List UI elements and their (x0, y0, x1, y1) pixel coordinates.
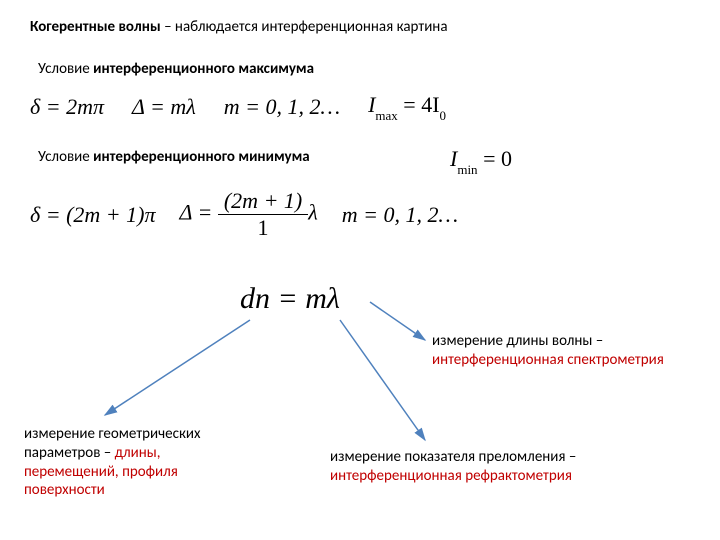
formulas-min-row: δ = (2m + 1)π Δ = (2m + 1)1λ m = 0, 1, 2… (30, 188, 458, 241)
imax-rhs: = 4I (398, 92, 440, 117)
main-formula: dn = mλ (240, 282, 340, 315)
ann-lb-line4: поверхности (24, 481, 201, 500)
section-max-bold: интерференционного максимума (93, 60, 314, 78)
ann-rt-line1: измерение длины волны – (432, 332, 664, 351)
imax-sub2: 0 (440, 108, 447, 123)
ann-rt-line2: интерференционная спектрометрия (432, 351, 664, 370)
title-line: Когерентные волны – наблюдается интерфер… (30, 18, 448, 36)
ann-lb-line2-wrap: параметров – длины, (24, 444, 201, 463)
arrow-left (105, 320, 250, 415)
main-formula-container: dn = mλ (240, 282, 340, 316)
formula-delta-min: δ = (2m + 1)π (30, 202, 155, 228)
formula-imax: Imax = 4I0 (368, 92, 446, 121)
section-min: Условие интерференционного минимума (38, 148, 310, 166)
formula-imin: Imin = 0 (450, 146, 512, 175)
section-min-prefix: Условие (38, 148, 93, 166)
Delta-min-den: 1 (252, 215, 275, 241)
Delta-min-suffix: λ (308, 200, 318, 225)
Delta-min-prefix: Δ = (179, 200, 217, 225)
Delta-min-fraction: (2m + 1)1 (218, 188, 308, 241)
formula-delta-max: δ = 2mπ (30, 94, 104, 120)
formulas-max-row: δ = 2mπ Δ = mλ m = 0, 1, 2… Imax = 4I0 (30, 92, 446, 121)
ann-rb-line2: интерференционная рефрактометрия (330, 467, 576, 486)
title-bold: Когерентные волны (30, 18, 161, 36)
section-min-bold: интерференционного минимума (93, 148, 310, 166)
imax-sub: max (375, 108, 397, 123)
annotation-left-bottom: измерение геометрических параметров – дл… (24, 425, 201, 500)
formula-Delta-max: Δ = mλ (132, 94, 196, 120)
annotation-right-top: измерение длины волны – интерференционна… (432, 332, 664, 370)
section-max-prefix: Условие (38, 60, 93, 78)
arrow-right-down (340, 320, 425, 440)
title-rest: – наблюдается интерференционная картина (161, 18, 448, 36)
imin-sub: min (457, 162, 477, 177)
formula-Delta-min: Δ = (2m + 1)1λ (179, 188, 317, 241)
arrow-right-up (370, 302, 425, 340)
annotation-right-bottom: измерение показателя преломления – интер… (330, 448, 576, 486)
ann-lb-line2: параметров – (24, 444, 115, 462)
ann-lb-line1: измерение геометрических (24, 425, 201, 444)
section-max: Условие интерференционного максимума (38, 60, 314, 78)
imin-rhs: = 0 (478, 146, 512, 171)
ann-lb-line3: перемещений, профиля (24, 463, 201, 482)
formula-m-max: m = 0, 1, 2… (224, 94, 340, 120)
ann-lb-line2-red: длины, (115, 444, 161, 462)
ann-rb-line1: измерение показателя преломления – (330, 448, 576, 467)
formula-m-min: m = 0, 1, 2… (342, 202, 458, 228)
Delta-min-num: (2m + 1) (218, 188, 308, 215)
